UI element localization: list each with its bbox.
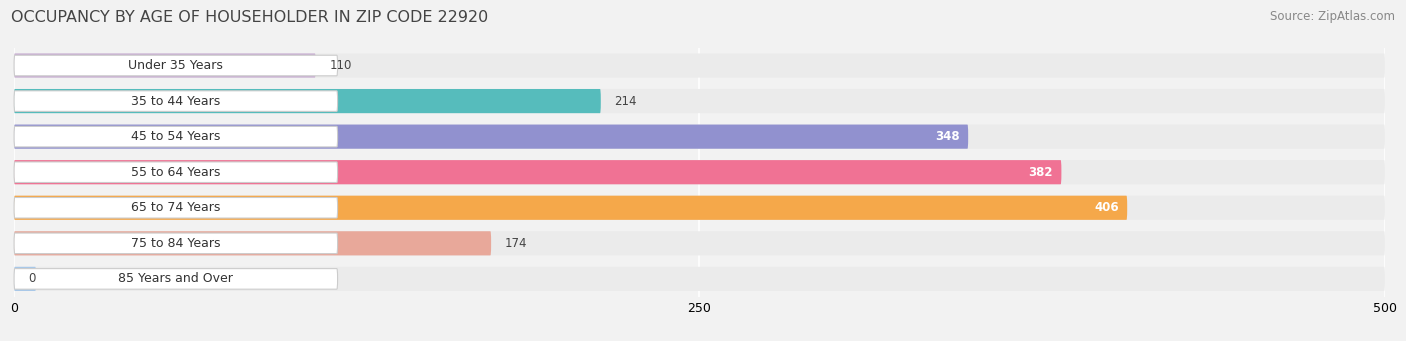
FancyBboxPatch shape xyxy=(14,231,1385,255)
Text: OCCUPANCY BY AGE OF HOUSEHOLDER IN ZIP CODE 22920: OCCUPANCY BY AGE OF HOUSEHOLDER IN ZIP C… xyxy=(11,10,488,25)
Text: 45 to 54 Years: 45 to 54 Years xyxy=(131,130,221,143)
FancyBboxPatch shape xyxy=(14,269,337,289)
FancyBboxPatch shape xyxy=(14,267,37,291)
FancyBboxPatch shape xyxy=(14,160,1385,184)
Text: 75 to 84 Years: 75 to 84 Years xyxy=(131,237,221,250)
Text: Source: ZipAtlas.com: Source: ZipAtlas.com xyxy=(1270,10,1395,23)
FancyBboxPatch shape xyxy=(14,233,337,254)
FancyBboxPatch shape xyxy=(14,231,491,255)
FancyBboxPatch shape xyxy=(14,197,337,218)
FancyBboxPatch shape xyxy=(14,124,1385,149)
Text: 65 to 74 Years: 65 to 74 Years xyxy=(131,201,221,214)
Text: 110: 110 xyxy=(329,59,352,72)
FancyBboxPatch shape xyxy=(14,267,1385,291)
FancyBboxPatch shape xyxy=(14,55,337,76)
FancyBboxPatch shape xyxy=(14,54,1385,78)
FancyBboxPatch shape xyxy=(14,160,1062,184)
FancyBboxPatch shape xyxy=(14,89,600,113)
FancyBboxPatch shape xyxy=(14,127,337,147)
Text: 174: 174 xyxy=(505,237,527,250)
Text: 55 to 64 Years: 55 to 64 Years xyxy=(131,166,221,179)
Text: 85 Years and Over: 85 Years and Over xyxy=(118,272,233,285)
FancyBboxPatch shape xyxy=(14,91,337,112)
FancyBboxPatch shape xyxy=(14,89,1385,113)
FancyBboxPatch shape xyxy=(14,162,337,182)
FancyBboxPatch shape xyxy=(14,196,1385,220)
Text: 0: 0 xyxy=(28,272,35,285)
Text: 214: 214 xyxy=(614,94,637,107)
FancyBboxPatch shape xyxy=(14,196,1128,220)
Text: 406: 406 xyxy=(1094,201,1119,214)
Text: 35 to 44 Years: 35 to 44 Years xyxy=(131,94,221,107)
Text: Under 35 Years: Under 35 Years xyxy=(128,59,224,72)
FancyBboxPatch shape xyxy=(14,54,316,78)
Text: 382: 382 xyxy=(1029,166,1053,179)
Text: 348: 348 xyxy=(935,130,960,143)
FancyBboxPatch shape xyxy=(14,124,969,149)
